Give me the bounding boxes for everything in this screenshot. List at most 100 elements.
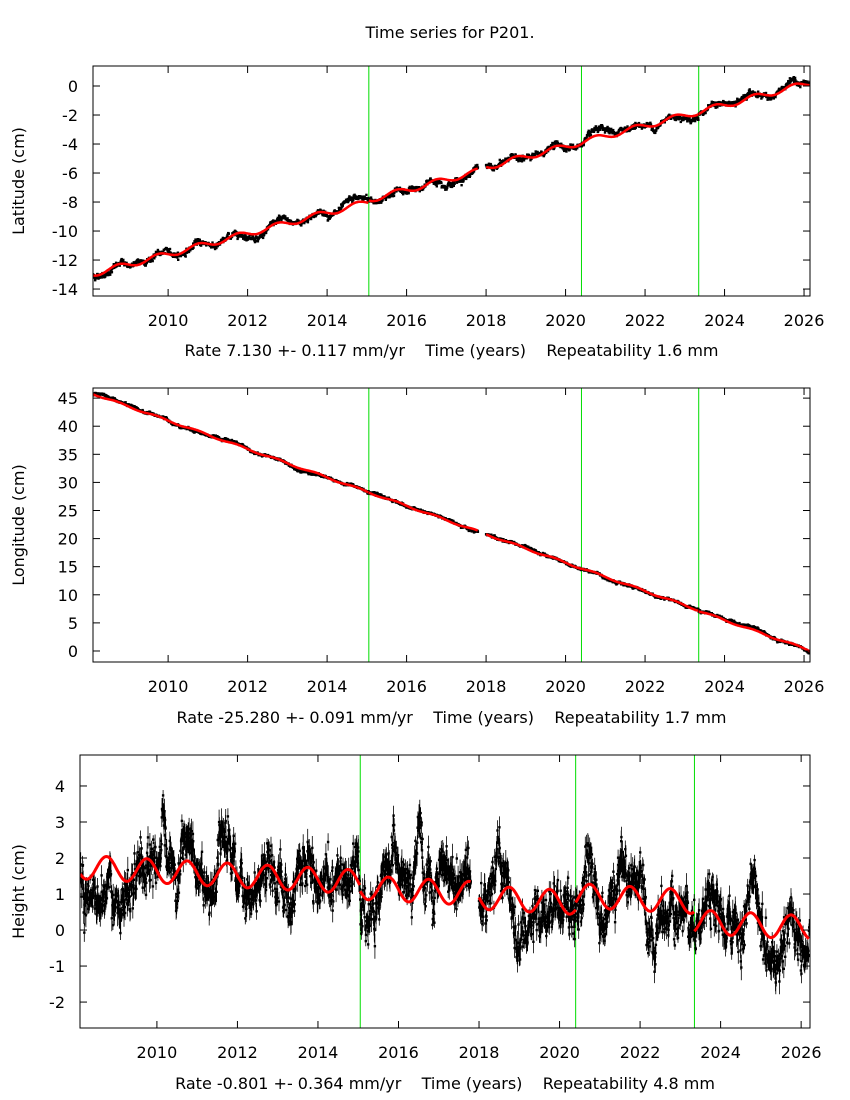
- data-point: [529, 159, 532, 162]
- data-point: [286, 217, 289, 220]
- data-point: [312, 215, 316, 218]
- data-point: [255, 240, 258, 243]
- x-tick-label: 2016: [386, 311, 427, 330]
- data-point: [569, 143, 572, 146]
- data-point: [565, 150, 568, 153]
- data-point: [407, 192, 410, 195]
- data-point: [490, 165, 494, 168]
- data-point: [799, 85, 802, 89]
- data-point: [176, 256, 179, 259]
- data-point: [576, 147, 579, 150]
- data-point: [363, 195, 366, 199]
- data-point: [689, 121, 693, 125]
- data-point: [135, 261, 138, 264]
- x-tick-label: 2014: [307, 311, 348, 330]
- x-tick-label: 2012: [227, 677, 268, 696]
- data-point: [589, 133, 593, 137]
- data-point: [100, 276, 103, 279]
- data-point: [389, 194, 392, 198]
- data-point: [284, 215, 287, 218]
- data-point: [781, 86, 784, 90]
- data-point: [107, 273, 111, 276]
- data-point: [691, 119, 695, 122]
- y-tick-label: -6: [62, 164, 78, 183]
- data-point: [277, 214, 281, 217]
- data-point: [367, 196, 370, 200]
- data-point: [316, 209, 320, 212]
- data-point: [393, 191, 396, 195]
- model-fit-line: [485, 142, 583, 170]
- data-point: [511, 153, 515, 156]
- data-point: [395, 186, 399, 189]
- data-point: [697, 608, 700, 611]
- data-point: [303, 221, 306, 225]
- data-point: [217, 436, 221, 439]
- data-point: [811, 84, 813, 86]
- model-fit-line: [93, 200, 369, 277]
- data-point: [280, 219, 283, 222]
- data-point: [788, 77, 792, 80]
- data-point: [599, 128, 602, 131]
- data-point: [246, 238, 249, 241]
- y-tick-label: -4: [62, 135, 78, 154]
- data-point: [352, 198, 355, 201]
- data-point: [696, 116, 700, 120]
- data-point: [545, 151, 548, 154]
- data-point: [113, 266, 116, 270]
- y-tick-label: -8: [62, 193, 78, 212]
- data-point: [242, 237, 245, 240]
- data-point: [791, 78, 795, 81]
- data-point: [493, 534, 496, 537]
- panel-1: 2010 2012 2014 2016 2018 2020 2022 2024 20260-2-…: [9, 65, 824, 360]
- data-point: [793, 76, 797, 80]
- data-point: [260, 232, 264, 235]
- data-point: [261, 234, 264, 237]
- y-axis-label: Longitude (cm): [9, 464, 28, 586]
- data-point: [340, 203, 343, 206]
- data-point: [735, 101, 739, 105]
- y-tick-label: 0: [68, 77, 78, 96]
- x-tick-label: 2022: [625, 311, 666, 330]
- model-fit-line: [698, 82, 810, 116]
- data-point: [530, 157, 533, 161]
- x-tick-label: 2010: [148, 677, 189, 696]
- data-point: [95, 276, 98, 280]
- data-point: [629, 127, 632, 130]
- data-point: [369, 196, 373, 199]
- data-point: [645, 121, 648, 125]
- data-point: [144, 264, 147, 267]
- data-point: [563, 149, 566, 152]
- data-point: [736, 98, 739, 101]
- x-axis-label-row: Rate 7.130 +- 0.117 mm/yr Time (years) R…: [184, 341, 718, 360]
- data-point: [768, 96, 771, 99]
- data-point: [787, 79, 791, 83]
- data-point: [465, 177, 468, 181]
- data-point: [597, 129, 600, 132]
- data-point: [542, 154, 546, 158]
- y-tick-label: 5: [68, 614, 78, 633]
- data-point: [399, 190, 402, 193]
- data-point: [319, 209, 323, 212]
- data-point: [688, 117, 691, 120]
- data-point: [254, 237, 257, 240]
- data-point: [559, 145, 562, 149]
- x-tick-label: 2012: [227, 311, 268, 330]
- data-point: [649, 123, 653, 126]
- data-point: [693, 119, 697, 123]
- data-point: [580, 145, 583, 148]
- data-point: [201, 240, 205, 243]
- data-point: [702, 112, 705, 116]
- data-point: [588, 135, 591, 138]
- data-point: [774, 95, 777, 99]
- data-point: [715, 104, 718, 107]
- data-point: [489, 163, 493, 167]
- model-fit-line: [368, 167, 479, 203]
- data-point: [187, 250, 191, 254]
- data-point: [172, 255, 175, 258]
- data-point: [122, 258, 125, 262]
- data-point: [260, 235, 263, 239]
- data-point: [244, 235, 247, 238]
- data-point: [794, 79, 797, 82]
